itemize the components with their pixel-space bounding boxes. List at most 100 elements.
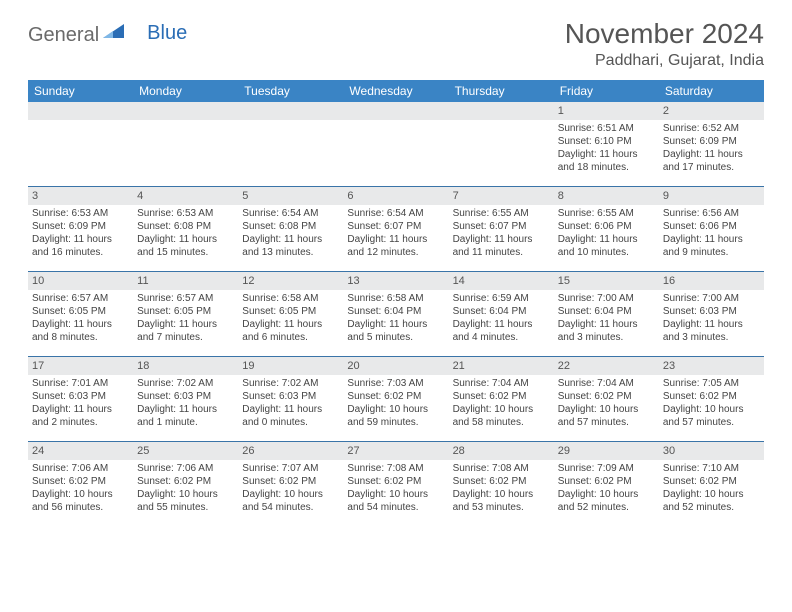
daylight-text: Daylight: 11 hours and 5 minutes. <box>347 318 444 344</box>
day-number: 22 <box>554 357 659 375</box>
week-row: 3Sunrise: 6:53 AMSunset: 6:09 PMDaylight… <box>28 187 764 272</box>
sunrise-text: Sunrise: 7:09 AM <box>558 462 655 475</box>
sunrise-text: Sunrise: 6:56 AM <box>663 207 760 220</box>
day-cell: 5 Sunrise: 6:54 AMSunset: 6:08 PMDaylight… <box>238 187 343 271</box>
daylight-text: Daylight: 11 hours and 12 minutes. <box>347 233 444 259</box>
day-details: Sunrise: 7:05 AMSunset: 6:02 PMDaylight:… <box>659 377 764 432</box>
sunset-text: Sunset: 6:05 PM <box>32 305 129 318</box>
header: General Blue November 2024 Paddhari, Guj… <box>28 18 764 70</box>
logo: General Blue <box>28 18 187 47</box>
daylight-text: Daylight: 11 hours and 2 minutes. <box>32 403 129 429</box>
sunset-text: Sunset: 6:03 PM <box>32 390 129 403</box>
sunset-text: Sunset: 6:09 PM <box>663 135 760 148</box>
day-details: Sunrise: 7:00 AMSunset: 6:03 PMDaylight:… <box>659 292 764 347</box>
sunrise-text: Sunrise: 6:54 AM <box>347 207 444 220</box>
day-cell: 17 Sunrise: 7:01 AMSunset: 6:03 PMDayligh… <box>28 357 133 441</box>
day-cell: 20Sunrise: 7:03 AMSunset: 6:02 PMDayligh… <box>343 357 448 441</box>
month-title: November 2024 <box>565 18 764 50</box>
daylight-text: Daylight: 10 hours and 59 minutes. <box>347 403 444 429</box>
day-cell: 13Sunrise: 6:58 AMSunset: 6:04 PMDayligh… <box>343 272 448 356</box>
day-details: Sunrise: 6:51 AMSunset: 6:10 PMDaylight:… <box>554 122 659 177</box>
day-cell: 26Sunrise: 7:07 AMSunset: 6:02 PMDayligh… <box>238 442 343 526</box>
day-number: 25 <box>133 442 238 460</box>
sunset-text: Sunset: 6:05 PM <box>242 305 339 318</box>
day-details: Sunrise: 6:52 AMSunset: 6:09 PMDaylight:… <box>659 122 764 177</box>
day-details: Sunrise: 6:55 AMSunset: 6:07 PMDaylight:… <box>449 207 554 262</box>
day-details: Sunrise: 6:56 AMSunset: 6:06 PMDaylight:… <box>659 207 764 262</box>
calendar-body: 1Sunrise: 6:51 AMSunset: 6:10 PMDaylight… <box>28 102 764 526</box>
daylight-text: Daylight: 10 hours and 55 minutes. <box>137 488 234 514</box>
sunset-text: Sunset: 6:04 PM <box>453 305 550 318</box>
day-cell: 14 Sunrise: 6:59 AMSunset: 6:04 PMDayligh… <box>449 272 554 356</box>
sunrise-text: Sunrise: 6:59 AM <box>453 292 550 305</box>
sunset-text: Sunset: 6:05 PM <box>137 305 234 318</box>
daylight-text: Daylight: 10 hours and 58 minutes. <box>453 403 550 429</box>
sunset-text: Sunset: 6:02 PM <box>242 475 339 488</box>
weekday-tuesday: Tuesday <box>238 80 343 102</box>
daylight-text: Daylight: 10 hours and 53 minutes. <box>453 488 550 514</box>
day-number: 29 <box>554 442 659 460</box>
sunset-text: Sunset: 6:03 PM <box>242 390 339 403</box>
sunrise-text: Sunrise: 6:58 AM <box>347 292 444 305</box>
day-cell: 25Sunrise: 7:06 AMSunset: 6:02 PMDayligh… <box>133 442 238 526</box>
title-block: November 2024 Paddhari, Gujarat, India <box>565 18 764 70</box>
day-details: Sunrise: 6:54 AMSunset: 6:08 PMDaylight:… <box>238 207 343 262</box>
day-details: Sunrise: 6:57 AMSunset: 6:05 PMDaylight:… <box>28 292 133 347</box>
sunrise-text: Sunrise: 7:08 AM <box>347 462 444 475</box>
sunrise-text: Sunrise: 7:06 AM <box>32 462 129 475</box>
week-row: 17 Sunrise: 7:01 AMSunset: 6:03 PMDayligh… <box>28 357 764 442</box>
day-cell: 10Sunrise: 6:57 AMSunset: 6:05 PMDayligh… <box>28 272 133 356</box>
daylight-text: Daylight: 10 hours and 56 minutes. <box>32 488 129 514</box>
day-number: 15 <box>554 272 659 290</box>
day-number: 4 <box>133 187 238 205</box>
day-number: 17 <box>28 357 133 375</box>
day-details: Sunrise: 6:59 AMSunset: 6:04 PMDaylight:… <box>449 292 554 347</box>
day-details: Sunrise: 6:53 AMSunset: 6:08 PMDaylight:… <box>133 207 238 262</box>
day-number: 28 <box>449 442 554 460</box>
day-cell: 28Sunrise: 7:08 AMSunset: 6:02 PMDayligh… <box>449 442 554 526</box>
day-number: 16 <box>659 272 764 290</box>
day-cell <box>28 102 133 186</box>
sunrise-text: Sunrise: 7:00 AM <box>558 292 655 305</box>
sunset-text: Sunset: 6:08 PM <box>242 220 339 233</box>
day-details: Sunrise: 7:02 AMSunset: 6:03 PMDaylight:… <box>238 377 343 432</box>
weekday-sunday: Sunday <box>28 80 133 102</box>
week-row: 10Sunrise: 6:57 AMSunset: 6:05 PMDayligh… <box>28 272 764 357</box>
sunrise-text: Sunrise: 6:55 AM <box>453 207 550 220</box>
day-cell: 7Sunrise: 6:55 AMSunset: 6:07 PMDaylight… <box>449 187 554 271</box>
day-cell: 2Sunrise: 6:52 AMSunset: 6:09 PMDaylight… <box>659 102 764 186</box>
day-number: 14 <box>449 272 554 290</box>
day-cell: 18Sunrise: 7:02 AMSunset: 6:03 PMDayligh… <box>133 357 238 441</box>
sunset-text: Sunset: 6:04 PM <box>558 305 655 318</box>
weekday-monday: Monday <box>133 80 238 102</box>
sunrise-text: Sunrise: 7:03 AM <box>347 377 444 390</box>
sunset-text: Sunset: 6:02 PM <box>453 475 550 488</box>
logo-triangle-icon <box>103 23 125 44</box>
day-details: Sunrise: 6:54 AMSunset: 6:07 PMDaylight:… <box>343 207 448 262</box>
day-cell: 12Sunrise: 6:58 AMSunset: 6:05 PMDayligh… <box>238 272 343 356</box>
day-details: Sunrise: 7:02 AMSunset: 6:03 PMDaylight:… <box>133 377 238 432</box>
daylight-text: Daylight: 11 hours and 0 minutes. <box>242 403 339 429</box>
daylight-text: Daylight: 10 hours and 52 minutes. <box>558 488 655 514</box>
day-cell: 23Sunrise: 7:05 AMSunset: 6:02 PMDayligh… <box>659 357 764 441</box>
daylight-text: Daylight: 10 hours and 54 minutes. <box>242 488 339 514</box>
day-number: 5 <box>238 187 343 205</box>
sunrise-text: Sunrise: 7:02 AM <box>242 377 339 390</box>
sunset-text: Sunset: 6:02 PM <box>453 390 550 403</box>
sunrise-text: Sunrise: 7:04 AM <box>453 377 550 390</box>
location: Paddhari, Gujarat, India <box>565 52 764 70</box>
day-number: 26 <box>238 442 343 460</box>
day-cell: 27Sunrise: 7:08 AMSunset: 6:02 PMDayligh… <box>343 442 448 526</box>
day-details: Sunrise: 7:06 AMSunset: 6:02 PMDaylight:… <box>28 462 133 517</box>
daylight-text: Daylight: 11 hours and 8 minutes. <box>32 318 129 344</box>
day-details: Sunrise: 7:01 AMSunset: 6:03 PMDaylight:… <box>28 377 133 432</box>
day-details: Sunrise: 6:55 AMSunset: 6:06 PMDaylight:… <box>554 207 659 262</box>
daylight-text: Daylight: 11 hours and 16 minutes. <box>32 233 129 259</box>
sunrise-text: Sunrise: 6:51 AM <box>558 122 655 135</box>
day-cell: 29Sunrise: 7:09 AMSunset: 6:02 PMDayligh… <box>554 442 659 526</box>
daylight-text: Daylight: 10 hours and 57 minutes. <box>558 403 655 429</box>
sunrise-text: Sunrise: 7:02 AM <box>137 377 234 390</box>
sunrise-text: Sunrise: 6:57 AM <box>32 292 129 305</box>
daylight-text: Daylight: 10 hours and 57 minutes. <box>663 403 760 429</box>
day-number: 9 <box>659 187 764 205</box>
